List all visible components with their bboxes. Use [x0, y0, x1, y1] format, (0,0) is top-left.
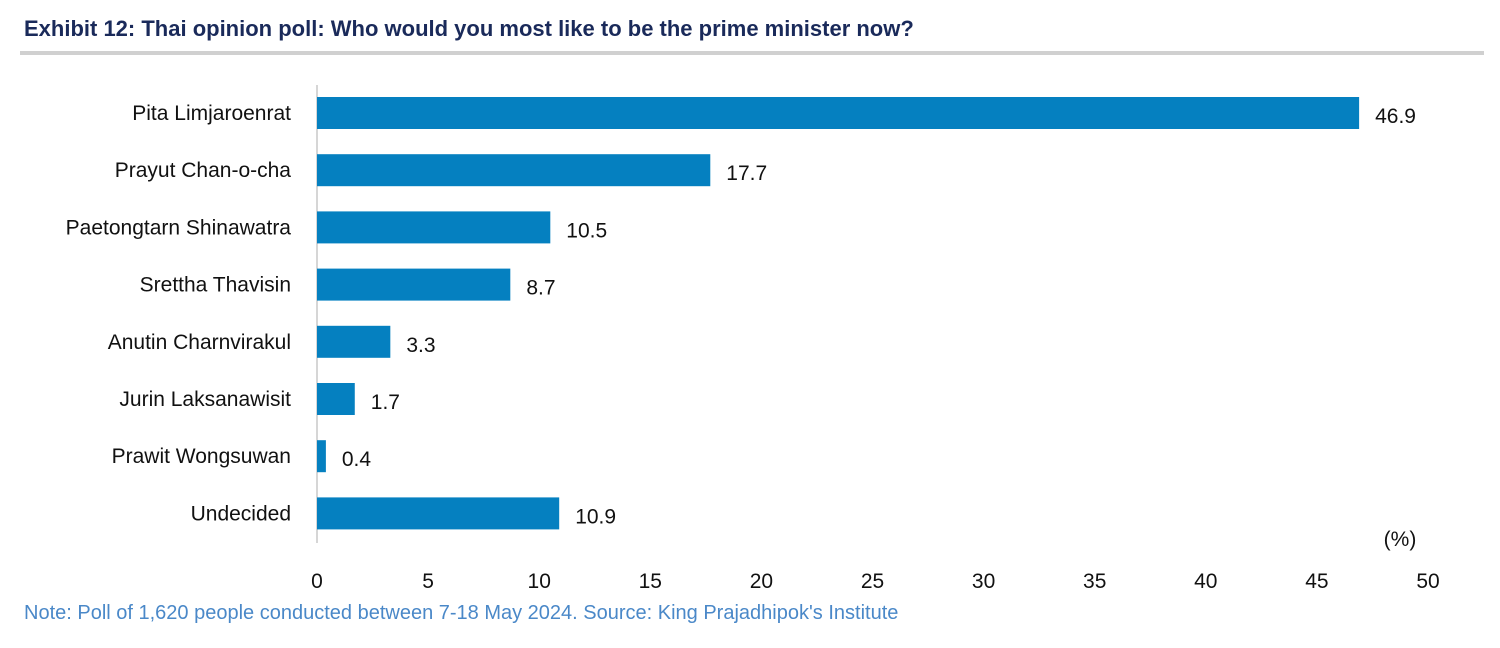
category-label: Srettha Thavisin [140, 274, 291, 297]
data-label: 1.7 [371, 391, 400, 414]
category-label: Jurin Laksanawisit [119, 388, 291, 411]
x-tick-label: 50 [1416, 570, 1439, 593]
bar [317, 497, 560, 530]
x-tick-label: 0 [311, 570, 323, 593]
x-tick-label: 45 [1305, 570, 1328, 593]
x-tick-label: 35 [1083, 570, 1106, 593]
bar-chart: Pita Limjaroenrat 46.9 Prayut Chan-o-cha 17… [66, 85, 1440, 593]
data-label: 0.4 [342, 448, 372, 471]
data-label: 10.9 [575, 505, 616, 528]
x-axis-unit-label: (%) [1384, 528, 1417, 551]
category-label: Anutin Charnvirakul [108, 331, 291, 354]
category-label: Undecided [191, 502, 291, 525]
source-note: Note: Poll of 1,620 people conducted bet… [24, 602, 899, 624]
x-tick-label: 15 [639, 570, 662, 593]
bar [317, 97, 1360, 129]
category-label: Pita Limjaroenrat [132, 102, 291, 125]
title-divider [20, 51, 1484, 55]
bar [317, 325, 391, 358]
bar [317, 154, 711, 187]
category-label: Prayut Chan-o-cha [115, 159, 292, 182]
category-label: Paetongtarn Shinawatra [66, 216, 292, 239]
category-label: Prawit Wongsuwan [112, 445, 291, 468]
data-label: 3.3 [406, 334, 435, 357]
bar [317, 440, 326, 473]
bar [317, 211, 551, 244]
chart-title: Exhibit 12: Thai opinion poll: Who would… [24, 16, 914, 41]
data-label: 10.5 [566, 219, 607, 242]
x-tick-label: 10 [528, 570, 551, 593]
bar [317, 268, 511, 301]
bar [317, 383, 355, 415]
data-label: 46.9 [1375, 105, 1416, 128]
x-tick-label: 5 [422, 570, 434, 593]
x-tick-label: 20 [750, 570, 773, 593]
x-tick-label: 30 [972, 570, 995, 593]
data-label: 17.7 [726, 162, 767, 185]
x-tick-label: 40 [1194, 570, 1217, 593]
x-tick-label: 25 [861, 570, 884, 593]
data-label: 8.7 [526, 277, 555, 300]
